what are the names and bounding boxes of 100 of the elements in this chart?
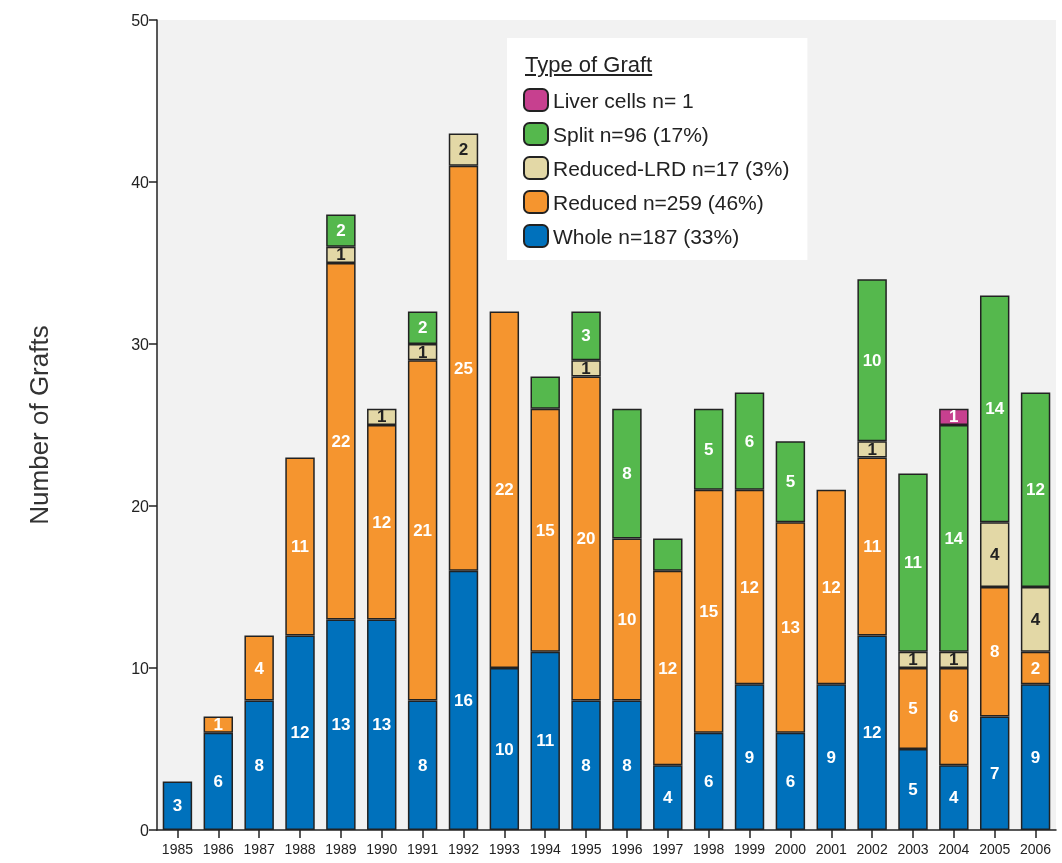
data-label: 8: [581, 755, 591, 775]
data-label: 6: [785, 771, 796, 791]
y-tick-label: 0: [140, 821, 150, 839]
data-label: 20: [576, 528, 596, 548]
data-label: 12: [821, 577, 841, 597]
data-label: 1: [417, 342, 428, 362]
data-label: 4: [949, 788, 960, 808]
y-axis-title: Number of Grafts: [24, 325, 54, 525]
data-label: 6: [703, 771, 714, 791]
data-label: 13: [331, 715, 351, 735]
x-tick-label: 2000: [774, 841, 807, 857]
y-tick-label: 10: [131, 659, 150, 677]
data-label: 1: [949, 407, 959, 427]
data-label: 12: [1026, 480, 1046, 500]
data-label: 13: [372, 715, 392, 735]
data-label: 2: [417, 318, 428, 338]
data-label: 15: [699, 601, 719, 621]
data-label: 8: [989, 642, 1000, 662]
x-tick-label: 2003: [897, 841, 929, 857]
x-tick-label: 1995: [570, 841, 602, 857]
data-label: 1: [949, 650, 959, 670]
x-tick-label: 2001: [815, 841, 848, 857]
data-label: 8: [417, 755, 428, 775]
y-tick-label: 30: [131, 335, 150, 353]
legend-title: Type of Graft: [525, 52, 653, 78]
data-label: 21: [413, 520, 433, 540]
data-label: 9: [826, 747, 836, 767]
legend-label: Split n=96 (17%): [553, 122, 709, 146]
data-label: 9: [744, 747, 755, 767]
data-label: 3: [172, 796, 183, 816]
data-label: 11: [291, 537, 310, 556]
data-label: 5: [908, 699, 918, 718]
x-tick-label: 1989: [325, 841, 357, 857]
x-tick-label: 2004: [938, 841, 970, 857]
data-label: 22: [331, 431, 351, 451]
y-tick-label: 50: [131, 11, 150, 29]
x-tick-label: 1987: [243, 841, 275, 857]
x-tick-label: 2006: [1019, 841, 1052, 857]
data-label: 11: [536, 731, 555, 751]
data-label: 6: [949, 707, 959, 727]
data-label: 1: [867, 439, 877, 459]
data-label: 22: [494, 480, 514, 500]
x-tick-label: 1986: [202, 841, 235, 857]
data-label: 12: [372, 512, 392, 532]
data-label: 5: [908, 780, 918, 799]
legend-label: Reduced-LRD n=17 (3%): [553, 156, 790, 180]
data-label: 10: [617, 609, 637, 629]
data-label: 14: [944, 528, 964, 548]
data-label: 3: [581, 326, 591, 346]
x-tick-label: 1985: [161, 841, 194, 857]
data-label: 25: [454, 358, 473, 378]
data-label: 9: [1030, 747, 1041, 767]
data-label: 2: [458, 140, 469, 160]
y-tick-label: 20: [131, 497, 150, 515]
data-label: 5: [703, 439, 714, 459]
data-label: 2: [1030, 658, 1041, 678]
x-tick-label: 1988: [284, 841, 316, 857]
data-label: 11: [903, 553, 922, 573]
data-label: 4: [663, 788, 674, 808]
x-tick-label: 1997: [652, 841, 684, 857]
data-label: 15: [535, 520, 555, 540]
legend-label: Reduced n=259 (46%): [553, 190, 764, 214]
x-tick-label: 1998: [693, 841, 725, 857]
legend-label: Whole n=187 (33%): [553, 224, 740, 248]
data-label: 12: [862, 723, 882, 743]
data-label: 1: [213, 715, 224, 735]
data-label: 11: [863, 537, 882, 556]
data-label: 13: [780, 618, 800, 637]
data-label: 5: [785, 472, 796, 492]
data-label: 4: [989, 545, 1000, 565]
data-label: 10: [862, 350, 882, 370]
data-label: 14: [985, 399, 1005, 419]
data-label: 1: [336, 245, 346, 265]
data-label: 6: [744, 431, 755, 451]
y-tick-label: 40: [131, 173, 150, 191]
data-label: 6: [213, 771, 224, 791]
data-label: 12: [658, 658, 678, 678]
x-tick-label: 1990: [366, 841, 398, 857]
data-label: 10: [494, 739, 514, 759]
x-tick-label: 1993: [488, 841, 521, 857]
data-label: 8: [254, 755, 264, 775]
data-label: 2: [336, 221, 346, 241]
data-label: 1: [581, 358, 591, 378]
x-tick-label: 2005: [979, 841, 1011, 857]
x-tick-label: 1996: [611, 841, 643, 857]
data-label: 8: [622, 464, 632, 484]
x-tick-label: 2002: [856, 841, 888, 857]
data-label: 4: [1030, 609, 1041, 629]
data-label: 7: [989, 763, 1000, 783]
data-label: 16: [454, 690, 473, 710]
legend-label: Liver cells n= 1: [553, 88, 694, 112]
x-tick-label: 1999: [733, 841, 766, 857]
x-tick-label: 1992: [447, 841, 480, 857]
data-label: 12: [740, 577, 759, 597]
data-label: 12: [290, 723, 310, 743]
x-tick-label: 1994: [529, 841, 561, 857]
x-tick-label: 1991: [407, 841, 439, 857]
data-label: 1: [908, 650, 918, 670]
data-label: 4: [254, 658, 265, 678]
data-label: 1: [377, 407, 387, 427]
